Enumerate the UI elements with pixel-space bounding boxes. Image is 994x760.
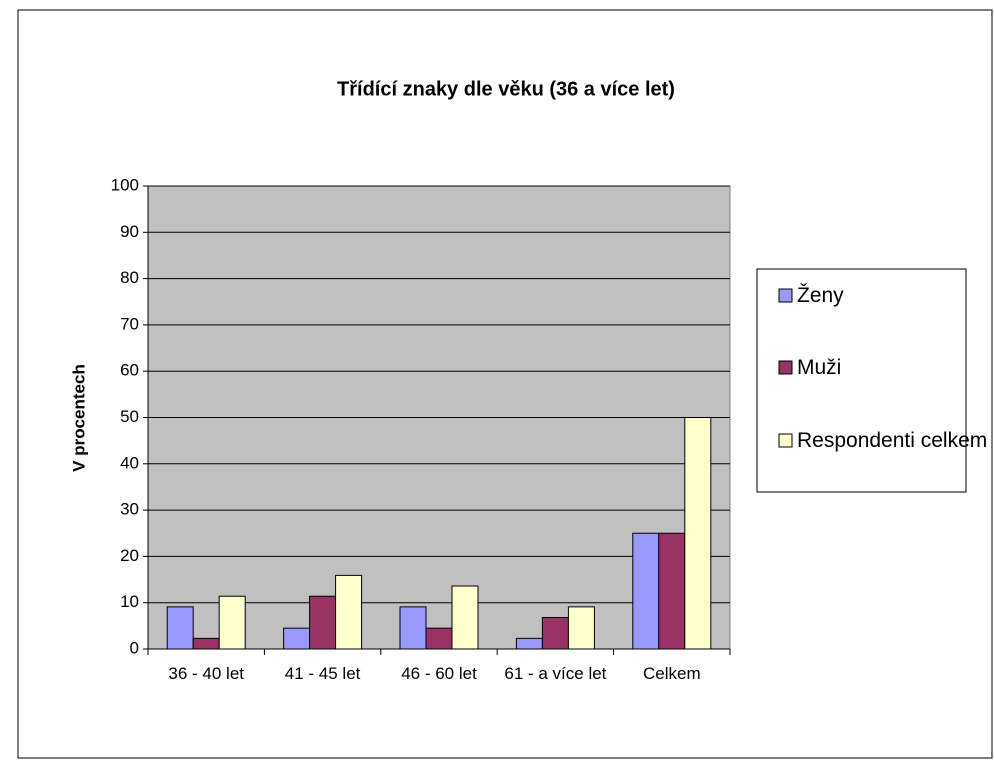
y-tick-label: 50 bbox=[120, 407, 139, 426]
bar bbox=[166, 606, 194, 650]
bar bbox=[684, 417, 712, 650]
bar bbox=[658, 532, 686, 650]
bar bbox=[451, 585, 479, 650]
y-tick-label: 40 bbox=[120, 453, 139, 472]
chart-title: Třídící znaky dle věku (36 a více let) bbox=[337, 78, 675, 100]
y-tick-label: 70 bbox=[120, 314, 139, 333]
y-tick-label: 20 bbox=[120, 546, 139, 565]
x-tick-label: Celkem bbox=[643, 664, 701, 683]
bar bbox=[218, 595, 246, 650]
x-tick-label: 36 - 40 let bbox=[168, 664, 244, 683]
legend-box bbox=[756, 268, 967, 493]
bar bbox=[632, 532, 660, 650]
legend-swatch bbox=[778, 288, 793, 303]
legend-label: Ženy bbox=[797, 284, 844, 307]
y-axis-label: V procentech bbox=[69, 364, 88, 472]
x-tick-label: 61 - a více let bbox=[504, 664, 606, 683]
y-tick-label: 100 bbox=[111, 175, 139, 194]
y-tick-label: 80 bbox=[120, 268, 139, 287]
bar bbox=[192, 637, 220, 650]
bar bbox=[515, 637, 543, 650]
y-tick-label: 10 bbox=[120, 592, 139, 611]
bar bbox=[541, 617, 569, 650]
legend-swatch bbox=[778, 433, 793, 448]
y-tick-label: 60 bbox=[120, 361, 139, 380]
bar bbox=[335, 574, 363, 650]
legend-label: Respondenti celkem bbox=[797, 429, 987, 452]
bar bbox=[399, 606, 427, 650]
x-tick-label: 41 - 45 let bbox=[285, 664, 361, 683]
y-tick-label: 30 bbox=[120, 500, 139, 519]
y-tick-label: 0 bbox=[130, 638, 139, 657]
bar bbox=[283, 627, 311, 650]
bar bbox=[425, 627, 453, 650]
legend-swatch bbox=[778, 360, 793, 375]
x-tick-label: 46 - 60 let bbox=[401, 664, 477, 683]
bar bbox=[309, 595, 337, 650]
bar bbox=[567, 606, 595, 650]
legend-label: Muži bbox=[797, 356, 841, 379]
y-tick-label: 90 bbox=[120, 222, 139, 241]
